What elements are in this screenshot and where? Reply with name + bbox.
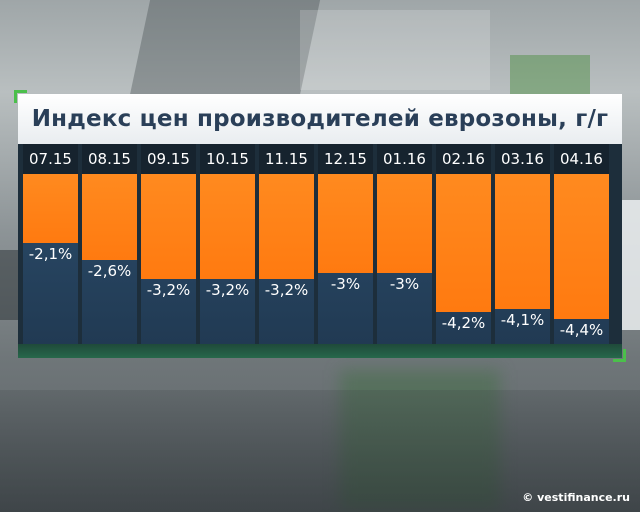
value-label: -4,2% — [441, 314, 486, 332]
category-label: 11.15 — [259, 144, 314, 174]
value-label: -3,2% — [264, 281, 309, 299]
bar — [495, 174, 550, 309]
bar-column: 11.15 -3,2% — [259, 144, 314, 344]
value-label: -2,1% — [28, 245, 73, 263]
category-label: 01.16 — [377, 144, 432, 174]
source-credit: © vestifinance.ru — [522, 491, 630, 504]
value-label: -3,2% — [205, 281, 250, 299]
bar — [436, 174, 491, 312]
corner-bracket — [14, 90, 27, 103]
bar-column: 07.15 -2,1% — [23, 144, 78, 344]
bar-column: 10.15 -3,2% — [200, 144, 255, 344]
bar — [82, 174, 137, 260]
bar-column: 04.16 -4,4% — [554, 144, 609, 344]
bar-column: 12.15 -3% — [318, 144, 373, 344]
category-label: 07.15 — [23, 144, 78, 174]
chart-title: Индекс цен производителей еврозоны, г/г — [31, 106, 609, 132]
bar — [377, 174, 432, 273]
background-shape — [510, 55, 590, 100]
value-label: -3% — [389, 275, 420, 293]
bar-column: 02.16 -4,2% — [436, 144, 491, 344]
bar — [259, 174, 314, 279]
bar-column: 08.15 -2,6% — [82, 144, 137, 344]
chart-title-bar: Индекс цен производителей еврозоны, г/г — [18, 94, 622, 144]
background-shape — [300, 10, 490, 90]
bar-column: 01.16 -3% — [377, 144, 432, 344]
value-label: -3% — [330, 275, 361, 293]
category-label: 03.16 — [495, 144, 550, 174]
value-label: -3,2% — [146, 281, 191, 299]
bar-column: 03.16 -4,1% — [495, 144, 550, 344]
bar — [23, 174, 78, 243]
category-label: 10.15 — [200, 144, 255, 174]
bar — [318, 174, 373, 273]
bar — [200, 174, 255, 279]
category-label: 08.15 — [82, 144, 137, 174]
category-label: 04.16 — [554, 144, 609, 174]
value-label: -4,4% — [559, 321, 604, 339]
background-panel — [0, 250, 22, 320]
bar-column: 09.15 -3,2% — [141, 144, 196, 344]
value-label: -2,6% — [87, 262, 132, 280]
bar — [554, 174, 609, 319]
corner-bracket — [613, 349, 626, 362]
chart-panel: Индекс цен производителей еврозоны, г/г … — [14, 90, 626, 362]
bottom-stripe — [18, 344, 622, 358]
background-shape — [129, 0, 321, 95]
background-shape — [0, 390, 640, 512]
category-label: 12.15 — [318, 144, 373, 174]
category-label: 09.15 — [141, 144, 196, 174]
category-label: 02.16 — [436, 144, 491, 174]
value-label: -4,1% — [500, 311, 545, 329]
bar-chart: 07.15 -2,1% 08.15 -2,6% 09.15 -3,2% 10.15 -3,2%… — [18, 144, 622, 358]
bar — [141, 174, 196, 279]
